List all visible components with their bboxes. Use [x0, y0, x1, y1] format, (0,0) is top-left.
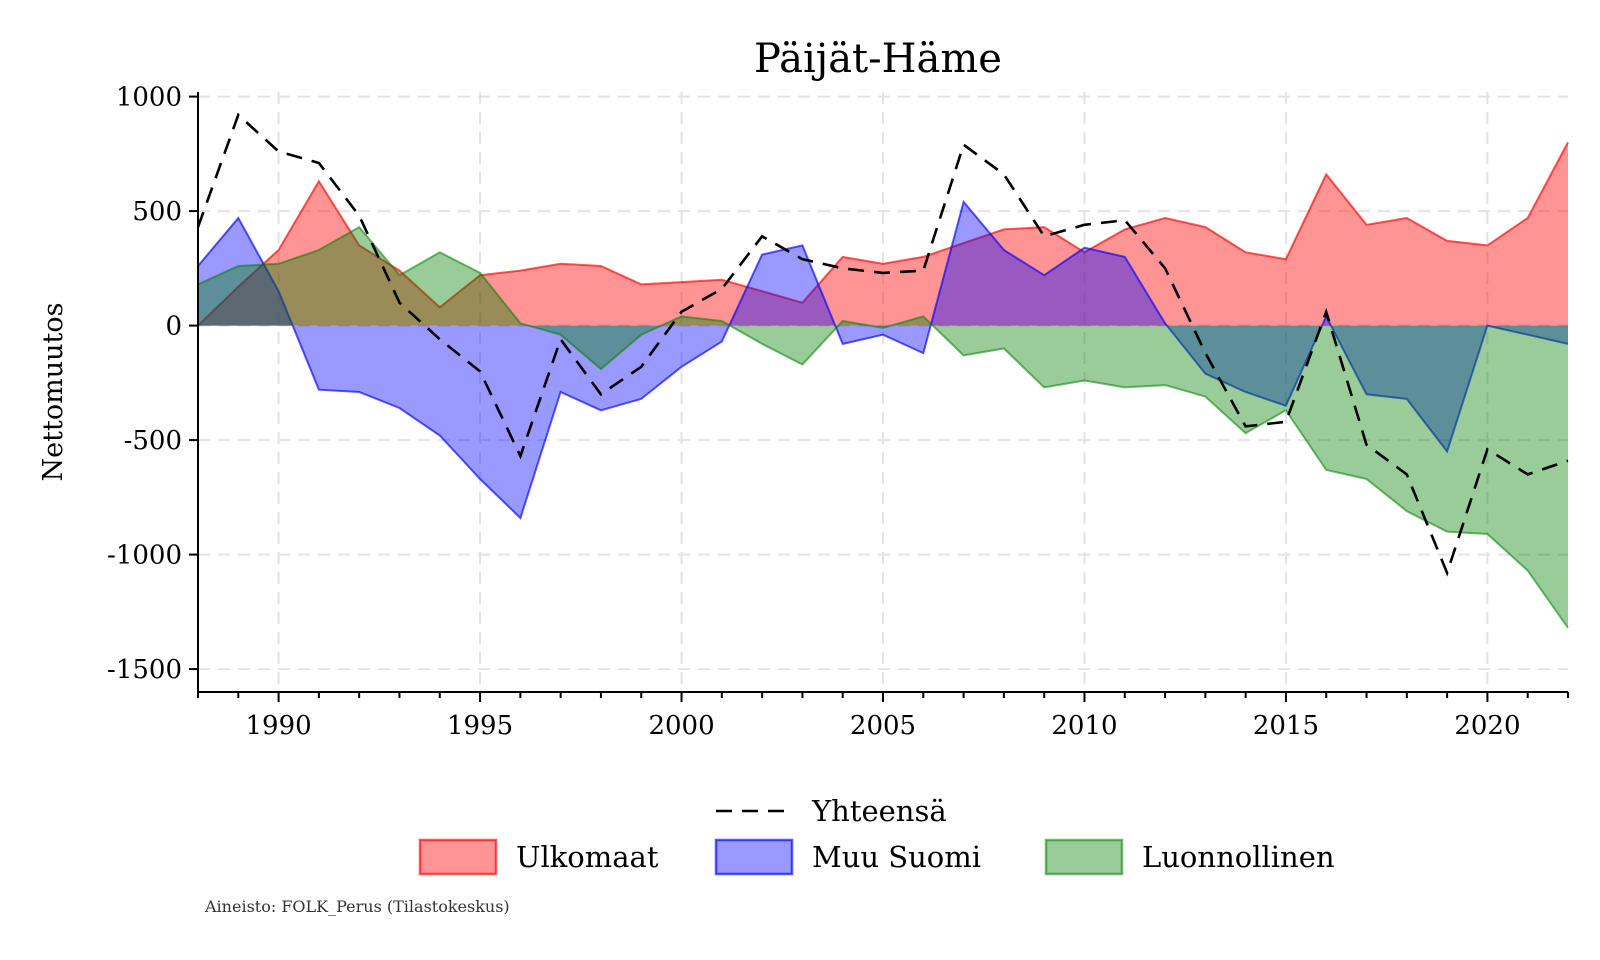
area-edge-ulkomaat	[197, 141, 1569, 327]
x-tick-label: 1990	[246, 711, 312, 741]
plot-areas	[197, 141, 1569, 629]
y-tick-label: -500	[124, 426, 182, 456]
plot-lines	[196, 112, 1569, 577]
legend-swatch-luonnollinen	[1044, 838, 1124, 876]
x-tick-label: 2000	[648, 711, 714, 741]
y-tick-label: -1500	[107, 655, 182, 685]
axes: 1990 1995 2000 2005 2010 2015 2020 1000 500 0 -500…	[107, 83, 1569, 741]
area-edge-luonnollinen	[197, 225, 1569, 629]
legend-swatch-muu-suomi	[714, 838, 794, 876]
x-tick-label: 2015	[1253, 711, 1319, 741]
legend-label-yhteensa: Yhteensä	[811, 794, 947, 828]
line-yhteensa	[196, 112, 1569, 577]
y-tick-label: 0	[165, 312, 182, 342]
x-tick-label: 2005	[850, 711, 916, 741]
area-ulkomaat	[198, 142, 1568, 326]
x-tick-label: 2010	[1051, 711, 1117, 741]
area-luonnollinen	[198, 227, 1568, 628]
chart-title: Päijät-Häme	[754, 36, 1002, 82]
source-note: Aineisto: FOLK_Perus (Tilastokeskus)	[204, 897, 510, 916]
legend: Yhteensä Ulkomaat Muu Suomi Luonnollinen	[418, 794, 1335, 876]
legend-label-luonnollinen: Luonnollinen	[1142, 840, 1335, 874]
legend-label-muu-suomi: Muu Suomi	[812, 840, 981, 874]
grid	[198, 92, 1568, 692]
y-axis-label: Nettomuutos	[38, 303, 69, 482]
legend-swatch-ulkomaat	[418, 838, 498, 876]
y-tick-label: 1000	[116, 83, 182, 113]
x-tick-label: 1995	[447, 711, 513, 741]
area-edge-muu-suomi	[197, 199, 1569, 520]
y-tick-label: -1000	[107, 541, 182, 571]
legend-label-ulkomaat: Ulkomaat	[516, 840, 659, 874]
y-tick-label: 500	[132, 197, 182, 227]
area-muu-suomi	[198, 201, 1568, 518]
x-tick-label: 2020	[1454, 711, 1520, 741]
